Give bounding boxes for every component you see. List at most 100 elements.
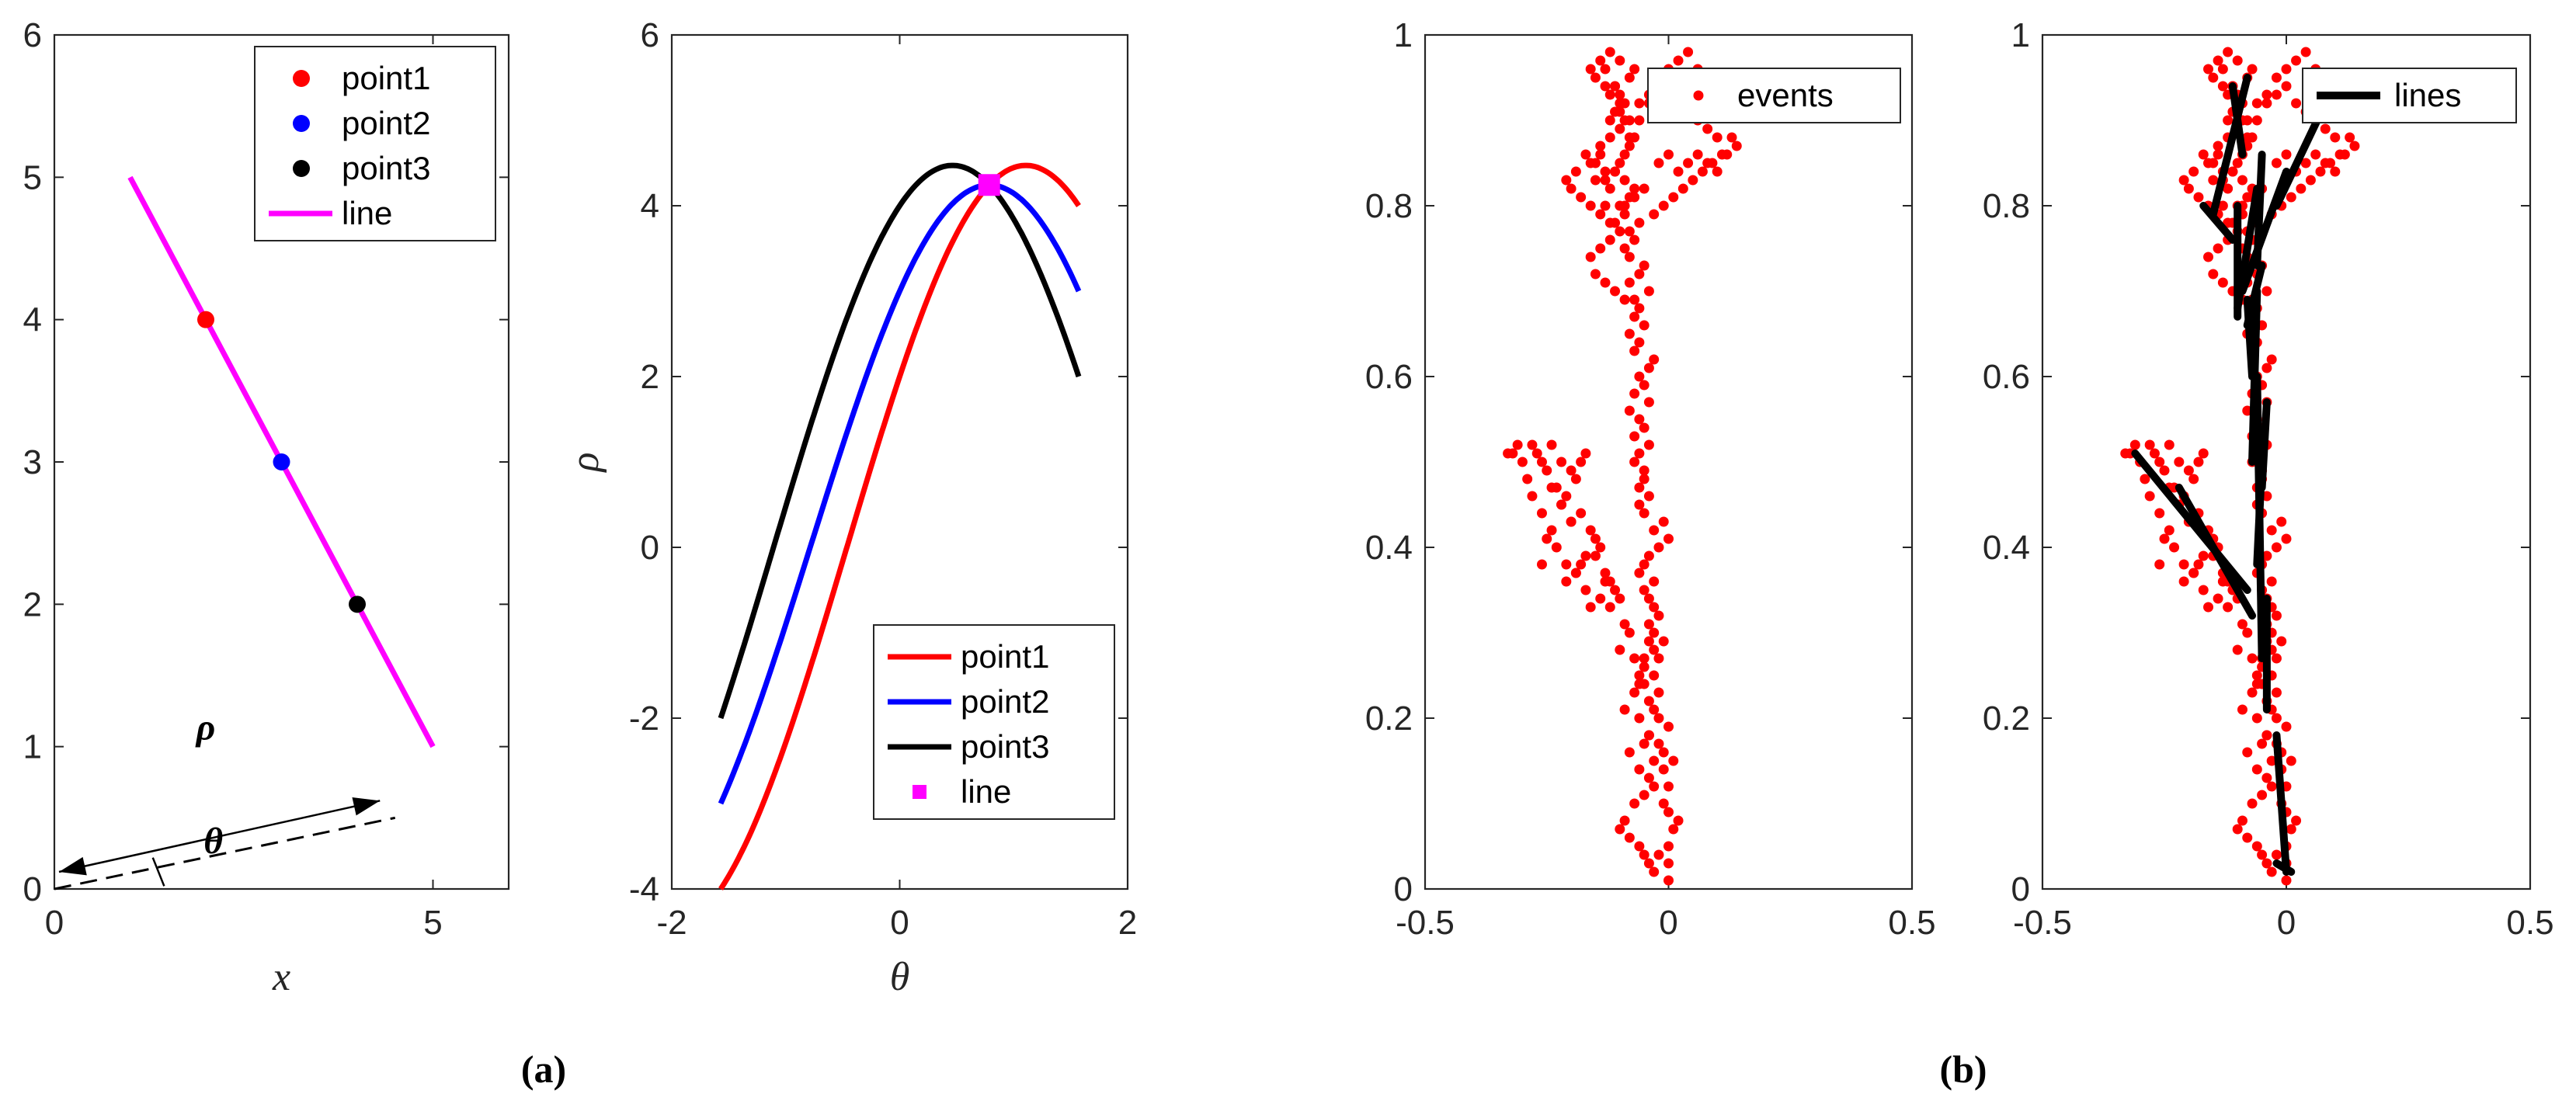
event-point <box>1712 166 1723 177</box>
event-point <box>1590 550 1601 561</box>
event-point <box>1503 448 1514 459</box>
background-event-point <box>2140 474 2150 484</box>
background-event-point <box>2178 576 2189 587</box>
x-axis-label: x <box>272 955 290 999</box>
event-point <box>1542 465 1552 476</box>
background-event-point <box>2266 781 2277 792</box>
background-event-point <box>2300 158 2311 168</box>
event-point <box>1634 568 1645 578</box>
background-event-point <box>2271 89 2282 100</box>
event-point <box>1610 286 1621 297</box>
background-event-point <box>2154 559 2165 570</box>
background-event-point <box>2169 542 2180 553</box>
background-event-point <box>2188 474 2199 484</box>
event-point <box>1600 64 1611 75</box>
background-event-point <box>2345 132 2355 143</box>
event-point <box>1561 491 1572 502</box>
event-point <box>1522 474 1533 484</box>
background-event-point <box>2208 72 2219 83</box>
background-event-point <box>2159 533 2170 544</box>
event-point <box>1658 764 1669 775</box>
background-event-point <box>2188 166 2199 177</box>
event-point <box>1653 713 1664 724</box>
event-point <box>1658 747 1669 758</box>
background-event-point <box>2223 47 2234 57</box>
event-point <box>1546 439 1557 450</box>
x-tick-label: 0 <box>1659 904 1677 942</box>
background-event-point <box>2174 457 2185 467</box>
background-event-point <box>2325 158 2336 168</box>
background-event-point <box>2193 559 2204 570</box>
event-point <box>1673 815 1684 826</box>
event-point <box>1595 209 1606 220</box>
background-event-point <box>2183 465 2194 476</box>
event-point <box>1643 858 1654 869</box>
background-event-point <box>2305 175 2316 186</box>
event-point <box>1604 602 1615 613</box>
event-point <box>1566 465 1577 476</box>
event-point <box>1634 841 1645 852</box>
event-point <box>1649 670 1660 681</box>
background-event-point <box>2271 687 2282 698</box>
legend-label-point1: point1 <box>961 638 1049 675</box>
x-tick-label: -2 <box>656 904 687 942</box>
event-point <box>1649 209 1660 220</box>
event-point <box>1643 363 1654 373</box>
background-event-point <box>2276 636 2287 647</box>
background-event-point <box>2286 755 2296 766</box>
event-point <box>1604 47 1615 57</box>
event-point <box>1585 64 1596 75</box>
event-point <box>1634 303 1645 314</box>
y-tick-label: 1 <box>1394 16 1413 54</box>
data-point-point2 <box>273 453 290 470</box>
y-tick-label: 0.4 <box>1365 529 1413 567</box>
background-event-point <box>2251 764 2262 775</box>
normal-dashed-line <box>54 816 396 891</box>
background-event-point <box>2208 269 2219 279</box>
event-point <box>1639 422 1650 433</box>
event-point <box>1639 653 1650 664</box>
x-tick-label: 2 <box>1118 904 1137 942</box>
event-point <box>1634 115 1645 126</box>
background-event-point <box>2261 730 2272 741</box>
event-point <box>1639 508 1650 519</box>
event-point <box>1649 354 1660 365</box>
background-event-point <box>2261 363 2272 373</box>
event-point <box>1600 175 1611 186</box>
event-point <box>1570 474 1581 484</box>
legend-label-line: line <box>342 195 392 231</box>
event-point <box>1566 516 1577 527</box>
event-point <box>1629 192 1640 203</box>
event-point <box>1634 764 1645 775</box>
event-point <box>1517 457 1528 467</box>
event-point <box>1653 849 1664 860</box>
background-event-point <box>2242 832 2253 843</box>
event-point <box>1716 149 1727 160</box>
event-point <box>1585 200 1596 211</box>
legend-label-point3: point3 <box>342 150 430 186</box>
y-tick-label: 0.6 <box>1365 358 1413 396</box>
event-point <box>1668 755 1679 766</box>
y-tick-label: 4 <box>23 301 42 339</box>
axes-frame <box>2041 33 2532 891</box>
event-point <box>1604 217 1615 228</box>
event-point <box>1570 166 1581 177</box>
background-event-point <box>2261 550 2272 561</box>
background-event-point <box>2178 175 2189 186</box>
legend-swatch-point1 <box>293 70 310 87</box>
background-event-point <box>2213 593 2223 604</box>
y-tick-label: 0.4 <box>1983 529 2030 567</box>
event-point <box>1649 627 1660 638</box>
legend-label-point3: point3 <box>961 728 1049 765</box>
background-event-point <box>2223 602 2234 613</box>
background-event-point <box>2198 585 2209 595</box>
background-event-point <box>2251 115 2262 126</box>
background-event-point <box>2242 115 2253 126</box>
event-point <box>1512 439 1523 450</box>
event-point <box>1576 192 1587 203</box>
event-point <box>1619 704 1630 715</box>
data-point-point3 <box>349 595 366 613</box>
background-event-point <box>2330 132 2341 143</box>
background-event-point <box>2281 533 2292 544</box>
event-point <box>1604 183 1615 194</box>
